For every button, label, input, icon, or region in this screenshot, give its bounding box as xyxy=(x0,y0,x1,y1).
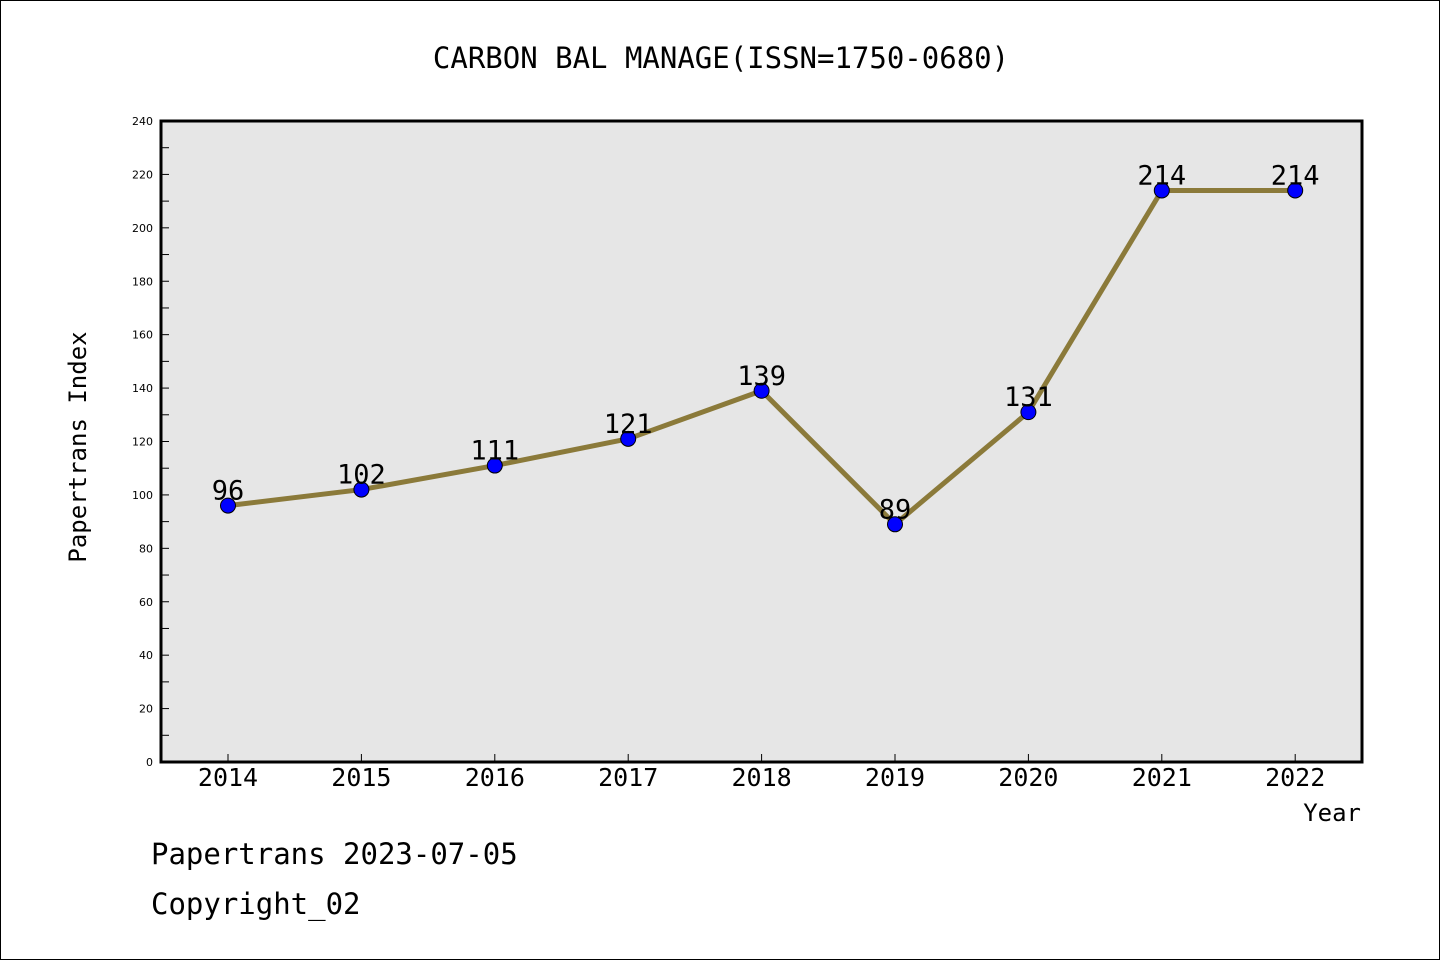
y-tick-label: 80 xyxy=(139,542,153,555)
y-axis: 0 20 40 60 80 100 120 140 160 180 200 220 240 xyxy=(132,115,169,769)
data-label: 214 xyxy=(1137,160,1186,191)
x-tick-label: 2014 xyxy=(198,763,258,792)
y-tick-label: 200 xyxy=(132,222,153,235)
data-point xyxy=(486,457,503,474)
data-label: 214 xyxy=(1271,160,1320,191)
data-point xyxy=(753,382,770,399)
y-tick-label: 100 xyxy=(132,489,153,502)
data-label: 111 xyxy=(470,436,519,467)
x-tick-label: 2022 xyxy=(1265,763,1325,792)
data-label: 121 xyxy=(604,409,653,440)
y-tick-label: 60 xyxy=(139,596,153,609)
data-point xyxy=(220,497,236,514)
footer-copyright: Copyright_02 xyxy=(151,887,361,922)
x-tick-label: 2020 xyxy=(998,763,1058,792)
data-point xyxy=(1153,182,1170,199)
data-label: 89 xyxy=(879,494,912,525)
x-tick-label: 2021 xyxy=(1132,763,1192,792)
data-point xyxy=(887,516,903,533)
x-axis-label: Year xyxy=(1303,799,1361,827)
data-label: 139 xyxy=(737,361,786,392)
y-tick-label: 0 xyxy=(146,756,153,769)
data-point xyxy=(353,481,370,498)
x-tick-label: 2016 xyxy=(465,763,525,792)
y-tick-label: 40 xyxy=(139,649,153,662)
data-point xyxy=(1287,182,1304,199)
data-series xyxy=(220,182,1304,533)
y-tick-label: 20 xyxy=(139,703,153,716)
x-tick-label: 2015 xyxy=(331,763,391,792)
y-tick-label: 220 xyxy=(132,168,153,181)
plot-area xyxy=(161,121,1362,762)
chart-title: CARBON BAL MANAGE(ISSN=1750-0680) xyxy=(433,41,1009,75)
data-label: 131 xyxy=(1004,382,1053,413)
data-labels: 96 102 111 121 139 89 131 214 214 xyxy=(212,160,1320,525)
data-label: 102 xyxy=(337,460,386,491)
y-axis-label: Papertrans Index xyxy=(64,331,92,562)
y-tick-label: 160 xyxy=(132,329,153,342)
data-point xyxy=(1020,404,1037,421)
x-tick-label: 2018 xyxy=(731,763,791,792)
y-tick-label: 180 xyxy=(132,275,153,288)
plot-border xyxy=(159,119,1364,764)
x-axis: 2014 2015 2016 2017 2018 2019 2020 2021 2022 xyxy=(198,754,1325,792)
x-tick-label: 2019 xyxy=(865,763,925,792)
y-tick-label: 120 xyxy=(132,436,153,449)
data-label: 96 xyxy=(212,476,245,507)
x-tick-label: 2017 xyxy=(598,763,658,792)
data-point xyxy=(620,430,637,447)
y-tick-label: 240 xyxy=(132,115,153,128)
y-tick-label: 140 xyxy=(132,382,153,395)
footer-date: Papertrans 2023-07-05 xyxy=(151,837,518,871)
